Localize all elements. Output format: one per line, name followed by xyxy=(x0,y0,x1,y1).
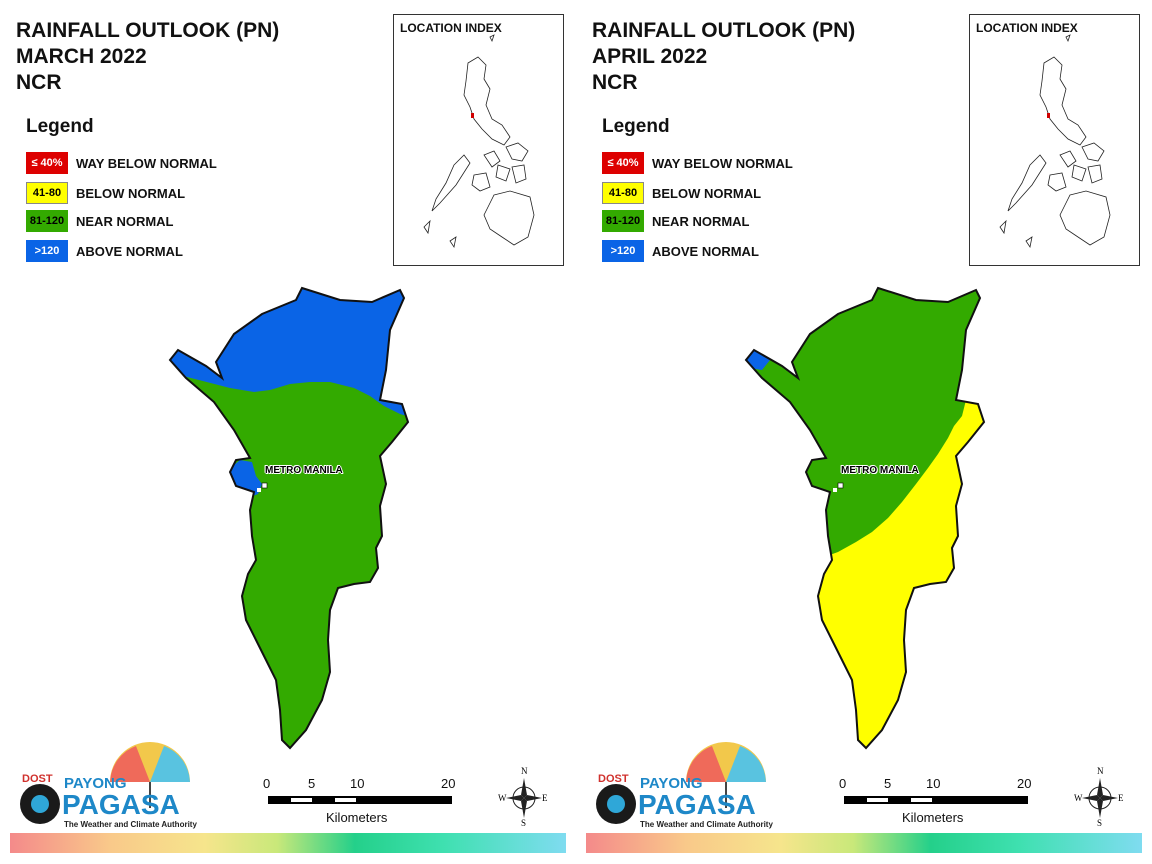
legend-label: WAY BELOW NORMAL xyxy=(76,155,217,171)
scale-tick: 5 xyxy=(884,776,892,791)
scale-bar: 0 5 10 20 Kilometers xyxy=(836,776,1036,826)
legend-item-way-below: ≤ 40% WAY BELOW NORMAL xyxy=(26,152,217,174)
title-line-1: RAINFALL OUTLOOK (PN) xyxy=(592,19,856,42)
ncr-rainfall-map xyxy=(168,286,410,750)
legend-label: BELOW NORMAL xyxy=(652,185,762,201)
legend-item-below: 41-80 BELOW NORMAL xyxy=(602,182,761,204)
payong-text: PAYONG xyxy=(640,775,703,792)
location-index-inset: LOCATION INDEX xyxy=(969,14,1140,266)
dost-text: DOST xyxy=(22,773,53,785)
legend-item-near: 81-120 NEAR NORMAL xyxy=(26,210,174,232)
tagline-text: The Weather and Climate Authority xyxy=(640,820,773,829)
philippines-outline-map xyxy=(999,34,1111,249)
title-line-3: NCR xyxy=(592,71,638,94)
scale-unit: Kilometers xyxy=(326,810,388,825)
north-arrow-compass: N S E W xyxy=(1074,766,1124,828)
compass-e: E xyxy=(542,793,548,803)
scale-tick: 20 xyxy=(1017,776,1032,791)
legend-item-below: 41-80 BELOW NORMAL xyxy=(26,182,185,204)
dost-text: DOST xyxy=(598,773,629,785)
location-index-inset: LOCATION INDEX xyxy=(393,14,564,266)
scale-unit: Kilometers xyxy=(902,810,964,825)
region-above-normal-northwest xyxy=(746,340,770,370)
scale-tick: 0 xyxy=(263,776,271,791)
compass-w: W xyxy=(1074,793,1083,803)
legend-title: Legend xyxy=(26,116,94,137)
map-title: RAINFALL OUTLOOK (PN) APRIL 2022 NCR xyxy=(592,18,855,96)
legend-label: ABOVE NORMAL xyxy=(652,243,759,259)
metro-manila-point-2 xyxy=(833,488,837,492)
metro-manila-point xyxy=(837,482,844,489)
scale-bar-graphic xyxy=(844,796,1028,804)
umbrella-segment-blue xyxy=(726,746,766,782)
legend-swatch: 81-120 xyxy=(26,210,68,232)
legend-label: ABOVE NORMAL xyxy=(76,243,183,259)
tagline-text: The Weather and Climate Authority xyxy=(64,820,197,829)
compass-n: N xyxy=(1097,766,1104,776)
bottom-gradient-bar xyxy=(586,833,1142,853)
legend-swatch: 41-80 xyxy=(26,182,68,204)
legend-label: NEAR NORMAL xyxy=(652,213,750,229)
scale-tick: 0 xyxy=(839,776,847,791)
scale-tick: 5 xyxy=(308,776,316,791)
compass-s: S xyxy=(521,818,526,828)
legend-item-way-below: ≤ 40% WAY BELOW NORMAL xyxy=(602,152,793,174)
pagasa-text: PAGASA xyxy=(638,789,756,820)
legend-item-above: >120 ABOVE NORMAL xyxy=(26,240,183,262)
title-line-3: NCR xyxy=(16,71,62,94)
metro-manila-point xyxy=(261,482,268,489)
umbrella-segment-red xyxy=(686,746,726,782)
legend-label: NEAR NORMAL xyxy=(76,213,174,229)
scale-bar: 0 5 10 20 Kilometers xyxy=(260,776,460,826)
compass-e: E xyxy=(1118,793,1124,803)
philippines-outline-map xyxy=(423,34,535,249)
legend-swatch: ≤ 40% xyxy=(602,152,644,174)
legend-label: WAY BELOW NORMAL xyxy=(652,155,793,171)
compass-w: W xyxy=(498,793,507,803)
title-line-1: RAINFALL OUTLOOK (PN) xyxy=(16,19,280,42)
umbrella-segment-red xyxy=(110,746,150,782)
payong-text: PAYONG xyxy=(64,775,127,792)
region-above-normal-west xyxy=(228,460,262,498)
umbrella-segment-blue xyxy=(150,746,190,782)
ncr-rainfall-map xyxy=(744,286,986,750)
legend-swatch: >120 xyxy=(26,240,68,262)
map-panel-april: RAINFALL OUTLOOK (PN) APRIL 2022 NCR Leg… xyxy=(576,0,1152,864)
title-line-2: APRIL 2022 xyxy=(592,45,708,68)
bottom-gradient-bar xyxy=(10,833,566,853)
pagasa-text: PAGASA xyxy=(62,789,180,820)
payong-pagasa-logo: DOST PAYONG PAGASA The Weather and Clima… xyxy=(20,742,197,829)
metro-manila-point-2 xyxy=(257,488,261,492)
legend-swatch: >120 xyxy=(602,240,644,262)
dost-emblem-center xyxy=(31,795,49,813)
legend-swatch: 81-120 xyxy=(602,210,644,232)
legend-swatch: 41-80 xyxy=(602,182,644,204)
scale-tick: 10 xyxy=(350,776,365,791)
title-line-2: MARCH 2022 xyxy=(16,45,147,68)
ncr-location-marker xyxy=(471,113,474,118)
compass-s: S xyxy=(1097,818,1102,828)
north-arrow-compass: N S E W xyxy=(498,766,548,828)
scale-bar-graphic xyxy=(268,796,452,804)
legend-item-near: 81-120 NEAR NORMAL xyxy=(602,210,750,232)
inset-title: LOCATION INDEX xyxy=(400,21,502,35)
legend-item-above: >120 ABOVE NORMAL xyxy=(602,240,759,262)
map-panel-march: RAINFALL OUTLOOK (PN) MARCH 2022 NCR Leg… xyxy=(10,14,566,853)
place-label-metro-manila: METRO MANILA xyxy=(265,465,343,476)
compass-n: N xyxy=(521,766,528,776)
ncr-location-marker xyxy=(1047,113,1050,118)
map-title: RAINFALL OUTLOOK (PN) MARCH 2022 NCR xyxy=(16,18,279,96)
scale-tick: 10 xyxy=(926,776,941,791)
ncr-boundary xyxy=(168,286,410,750)
ncr-boundary xyxy=(744,286,986,750)
inset-title: LOCATION INDEX xyxy=(976,21,1078,35)
legend-label: BELOW NORMAL xyxy=(76,185,186,201)
legend-swatch: ≤ 40% xyxy=(26,152,68,174)
legend-title: Legend xyxy=(602,116,670,137)
scale-tick: 20 xyxy=(441,776,456,791)
payong-pagasa-logo: DOST PAYONG PAGASA The Weather and Clima… xyxy=(596,742,773,829)
dost-emblem-center xyxy=(607,795,625,813)
place-label-metro-manila: METRO MANILA xyxy=(841,465,919,476)
